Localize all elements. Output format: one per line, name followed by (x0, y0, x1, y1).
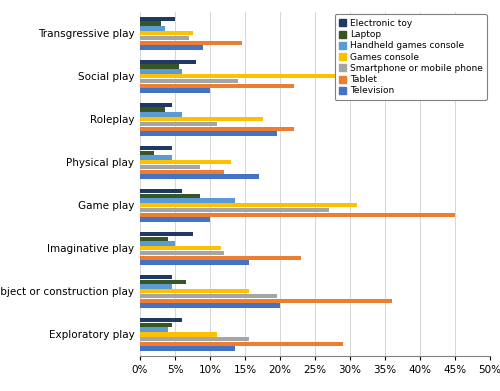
Bar (140, 79, 238, 83)
Bar (140, 41, 242, 45)
Bar (140, 260, 248, 265)
Bar (140, 26, 164, 30)
Legend: Electronic toy, Laptop, Handheld games console, Games console, Smartphone or mob: Electronic toy, Laptop, Handheld games c… (334, 14, 488, 100)
Bar (140, 112, 182, 117)
Bar (140, 208, 329, 212)
Bar (140, 174, 259, 179)
Bar (140, 213, 455, 217)
Bar (140, 131, 276, 136)
Bar (140, 17, 175, 21)
Bar (140, 74, 343, 79)
Bar (140, 203, 357, 208)
Bar (140, 84, 294, 88)
Bar (140, 189, 182, 193)
Bar (140, 284, 172, 289)
Bar (140, 241, 175, 246)
Bar (140, 246, 220, 251)
Bar (140, 251, 224, 255)
Bar (140, 280, 186, 284)
Bar (140, 346, 234, 351)
Bar (140, 117, 262, 122)
Bar (140, 65, 178, 69)
Bar (140, 289, 248, 294)
Bar (140, 22, 161, 26)
Bar (140, 332, 217, 337)
Bar (140, 165, 200, 169)
Bar (140, 31, 192, 36)
Bar (140, 299, 392, 303)
Bar (140, 237, 168, 241)
Bar (140, 342, 343, 346)
Bar (140, 170, 224, 174)
Bar (140, 232, 192, 236)
Bar (140, 294, 276, 298)
Bar (140, 337, 248, 341)
Bar (140, 108, 164, 112)
Bar (140, 155, 172, 160)
Bar (140, 217, 210, 222)
Bar (140, 160, 231, 165)
Bar (140, 323, 172, 327)
Bar (140, 127, 294, 131)
Bar (140, 275, 172, 279)
Bar (140, 151, 154, 155)
Bar (140, 60, 196, 64)
Bar (140, 318, 182, 322)
Bar (140, 198, 234, 203)
Bar (140, 45, 203, 50)
Bar (140, 36, 189, 40)
Bar (140, 103, 172, 107)
Bar (140, 88, 210, 93)
Bar (140, 256, 301, 260)
Bar (140, 327, 168, 332)
Bar (140, 122, 217, 126)
Bar (140, 303, 280, 308)
Bar (140, 194, 200, 198)
Bar (140, 146, 172, 150)
Bar (140, 69, 182, 74)
